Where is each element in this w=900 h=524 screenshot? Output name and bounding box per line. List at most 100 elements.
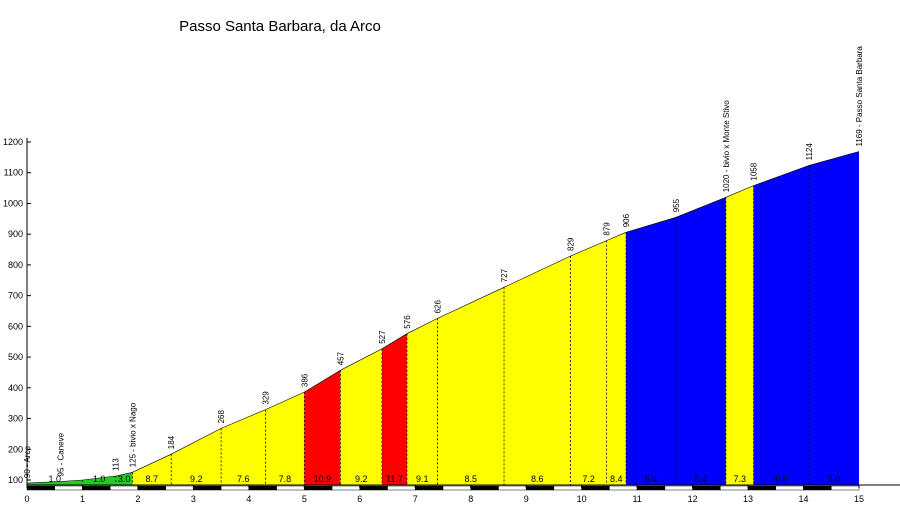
gradient-label: 8.5 [464, 474, 477, 484]
y-tick-label: 100 [8, 475, 23, 485]
km-stripe [248, 485, 277, 491]
elevation-label: 329 [262, 391, 271, 405]
gradient-label: 6.6 [775, 474, 788, 484]
gradient-label: 8.4 [610, 474, 623, 484]
km-stripe [331, 485, 361, 491]
elevation-label: 906 [622, 213, 631, 227]
tick-label-group: 100 200 300 400 500 600 700 800 900 1000 1100 1200 0… [3, 137, 864, 504]
profile-segment [606, 232, 627, 485]
x-tick-label: 12 [688, 494, 698, 504]
gradient-label: 10.9 [314, 474, 332, 484]
profile-segment [570, 240, 607, 485]
profile-segment [82, 476, 116, 485]
x-tick-label: 9 [524, 494, 529, 504]
elevation-label: 727 [500, 268, 509, 282]
profile-segment [406, 318, 438, 485]
chart-title: Passo Santa Barbara, da Arco [179, 18, 381, 35]
x-tick-label: 8 [468, 494, 473, 504]
gradient-label: 1.0 [93, 474, 106, 484]
gradient-label: 9.2 [190, 474, 203, 484]
profile-segment [437, 287, 505, 485]
km-stripe [803, 485, 832, 491]
y-tick-label: 300 [8, 414, 23, 424]
profile-segment [171, 428, 222, 485]
km-stripe [220, 485, 250, 491]
gradient-label: 7.8 [279, 474, 292, 484]
elevation-label: 113 [112, 458, 121, 471]
elevation-label: 90 - Arco [23, 446, 32, 479]
gradient-label: 7.2 [582, 474, 595, 484]
km-stripe [775, 485, 804, 491]
y-tick-label: 400 [8, 383, 23, 393]
y-tick-label: 1100 [4, 168, 23, 178]
y-tick-label: 500 [8, 352, 23, 362]
gradient-label: 11.7 [386, 474, 403, 484]
profile-segment [381, 333, 407, 485]
gradient-label: 9.1 [416, 474, 429, 484]
gradient-label: 3.0 [118, 474, 131, 484]
km-stripe [747, 485, 777, 491]
profile-segment [132, 454, 172, 485]
elevation-label: 955 [672, 198, 681, 212]
x-tick-label: 10 [577, 494, 587, 504]
y-tick-label: 1000 [3, 198, 23, 208]
elevation-label: 626 [434, 300, 443, 314]
elevation-label-group: 90 - Arco 95 - Caneve 113 125 - bivio x Nag… [23, 46, 864, 479]
km-stripe [193, 485, 222, 491]
profile-segment [115, 472, 133, 485]
gradient-label: 8.6 [531, 474, 544, 484]
km-stripe [525, 485, 555, 491]
gradient-label: 1.0 [48, 474, 61, 484]
gradient-label: 7.6 [237, 474, 250, 484]
elevation-label: 1124 [805, 143, 814, 161]
elevation-label: 386 [300, 373, 309, 387]
elevation-label: 268 [217, 410, 226, 424]
km-stripe [109, 485, 139, 491]
elevation-label: 829 [567, 237, 576, 251]
km-stripe [581, 485, 610, 491]
x-tick-label: 11 [632, 494, 641, 504]
km-stripe [359, 485, 388, 491]
km-stripe [636, 485, 666, 491]
x-tick-label: 6 [357, 494, 362, 504]
x-tick-label: 13 [743, 494, 753, 504]
profile-segment [304, 370, 341, 485]
profile-segment [221, 409, 266, 485]
y-tick-label: 800 [8, 260, 23, 270]
gradient-label: 5.4 [645, 474, 658, 484]
y-tick-label: 600 [8, 321, 23, 331]
gradient-label: 9.2 [355, 474, 368, 484]
x-tick-label: 4 [246, 494, 251, 504]
km-stripe [415, 485, 444, 491]
y-tick-label: 200 [8, 444, 23, 454]
x-tick-label: 15 [854, 494, 864, 504]
profile-segment [725, 185, 754, 485]
gradient-label: 5.0 [828, 474, 841, 484]
profile-segment [753, 165, 810, 485]
x-tick-label: 5 [302, 494, 307, 504]
x-tick-label: 2 [135, 494, 140, 504]
y-tick-label: 1200 [3, 137, 23, 147]
elevation-label: 527 [378, 330, 387, 344]
elevation-label: 125 - bivio x Nago [128, 402, 137, 467]
km-stripe [276, 485, 305, 491]
profile-segment [27, 480, 83, 485]
segment-divider-group [82, 165, 810, 485]
elevation-label: 879 [603, 222, 612, 236]
elevation-label: 184 [167, 435, 176, 449]
km-stripe [54, 485, 83, 491]
axes-group [26, 138, 900, 491]
profile-line [26, 151, 860, 484]
km-stripe [692, 485, 721, 491]
km-stripe [304, 485, 333, 491]
profile-segment [504, 256, 571, 485]
elevation-label: 1169 - Passo Santa Barbara [855, 46, 864, 147]
km-stripe [165, 485, 194, 491]
km-stripe [498, 485, 527, 491]
elevation-label: 1058 [750, 162, 759, 180]
km-stripe [609, 485, 638, 491]
km-stripe [26, 485, 55, 491]
profile-segment [265, 392, 305, 485]
profile-segment [340, 348, 382, 485]
